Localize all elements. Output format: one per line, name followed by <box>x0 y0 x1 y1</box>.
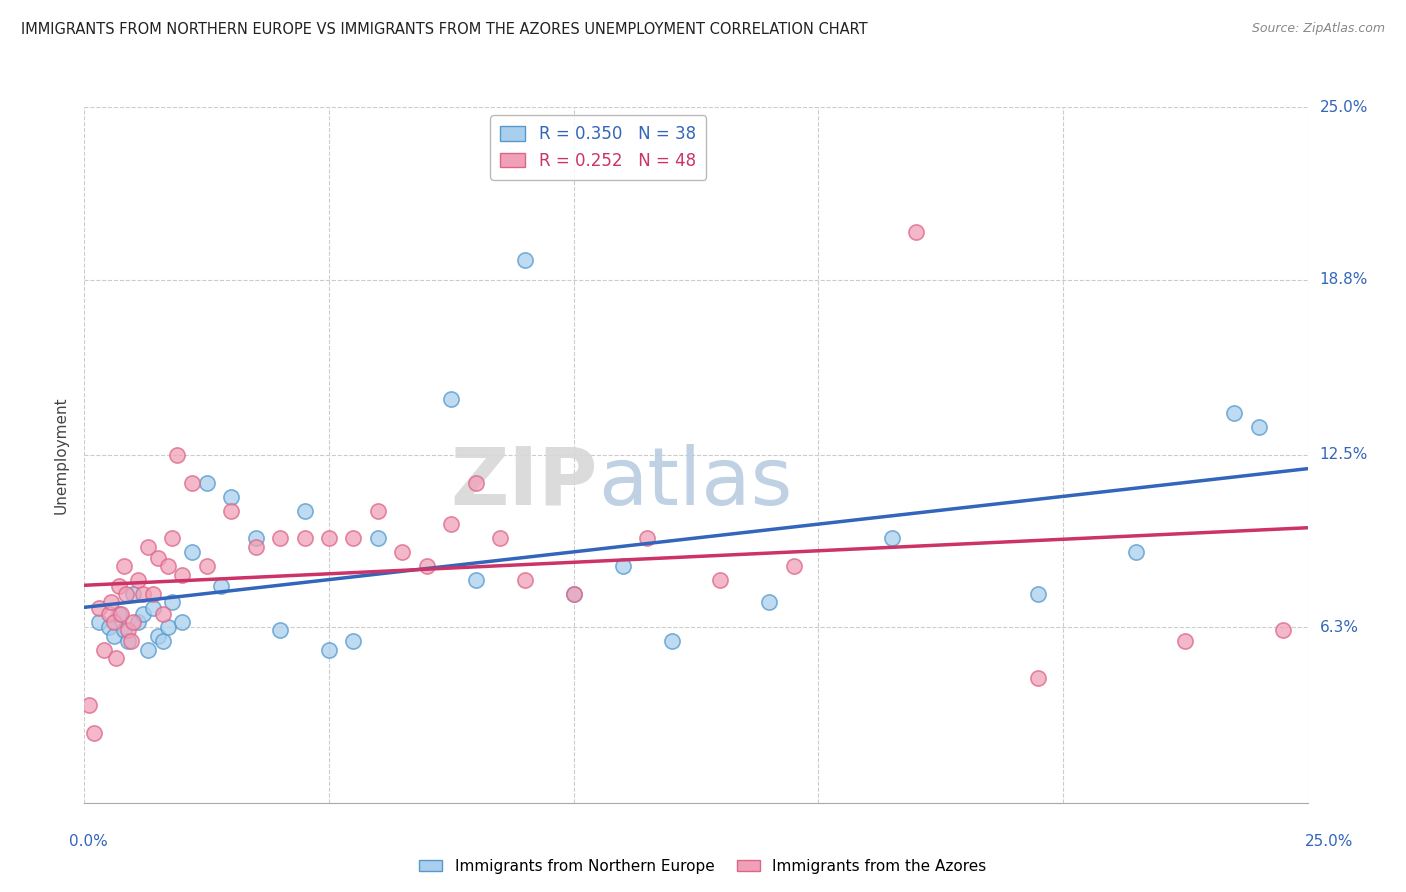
Point <box>132 587 155 601</box>
Point <box>219 490 242 504</box>
Point <box>127 615 149 629</box>
Point <box>152 607 174 621</box>
Point <box>880 532 903 546</box>
Point <box>181 475 204 490</box>
Point <box>122 587 145 601</box>
Point <box>136 642 159 657</box>
Point <box>464 573 486 587</box>
Text: 0.0%: 0.0% <box>69 834 108 849</box>
Point <box>181 545 204 559</box>
Point <box>132 607 155 621</box>
Point <box>612 559 634 574</box>
Text: IMMIGRANTS FROM NORTHERN EUROPE VS IMMIGRANTS FROM THE AZORES UNEMPLOYMENT CORRE: IMMIGRANTS FROM NORTHERN EUROPE VS IMMIG… <box>21 22 868 37</box>
Point <box>156 559 179 574</box>
Point <box>83 726 105 740</box>
Text: Source: ZipAtlas.com: Source: ZipAtlas.com <box>1251 22 1385 36</box>
Point <box>146 550 169 565</box>
Point <box>367 503 389 517</box>
Point <box>107 579 129 593</box>
Text: 6.3%: 6.3% <box>1320 620 1358 635</box>
Point <box>97 607 120 621</box>
Legend: Immigrants from Northern Europe, Immigrants from the Azores: Immigrants from Northern Europe, Immigra… <box>413 853 993 880</box>
Point <box>513 253 536 268</box>
Point <box>562 587 585 601</box>
Point <box>758 595 780 609</box>
Point <box>209 579 232 593</box>
Point <box>318 532 340 546</box>
Text: 25.0%: 25.0% <box>1320 100 1368 114</box>
Point <box>103 615 125 629</box>
Point <box>661 634 683 648</box>
Point <box>1247 420 1270 434</box>
Point <box>905 225 928 239</box>
Point <box>416 559 439 574</box>
Point <box>136 540 159 554</box>
Point <box>245 532 267 546</box>
Point <box>127 573 149 587</box>
Point <box>77 698 100 713</box>
Point <box>115 587 138 601</box>
Point <box>294 532 316 546</box>
Point <box>162 532 184 546</box>
Point <box>166 448 188 462</box>
Point <box>219 503 242 517</box>
Point <box>513 573 536 587</box>
Point <box>156 620 179 634</box>
Point <box>195 559 218 574</box>
Point <box>142 587 165 601</box>
Point <box>342 634 364 648</box>
Point <box>1272 624 1295 638</box>
Point <box>146 629 169 643</box>
Point <box>110 607 132 621</box>
Point <box>122 615 145 629</box>
Point <box>87 601 110 615</box>
Point <box>105 651 128 665</box>
Point <box>152 634 174 648</box>
Point <box>117 634 139 648</box>
Text: 25.0%: 25.0% <box>1305 834 1353 849</box>
Point <box>783 559 806 574</box>
Legend: R = 0.350   N = 38, R = 0.252   N = 48: R = 0.350 N = 38, R = 0.252 N = 48 <box>491 115 706 179</box>
Point <box>318 642 340 657</box>
Point <box>162 595 184 609</box>
Point <box>1174 634 1197 648</box>
Text: 18.8%: 18.8% <box>1320 272 1368 287</box>
Point <box>97 620 120 634</box>
Point <box>100 595 122 609</box>
Point <box>195 475 218 490</box>
Point <box>120 634 142 648</box>
Point <box>112 624 135 638</box>
Point <box>172 615 194 629</box>
Point <box>1028 587 1050 601</box>
Point <box>112 559 135 574</box>
Point <box>562 587 585 601</box>
Point <box>391 545 413 559</box>
Y-axis label: Unemployment: Unemployment <box>53 396 69 514</box>
Point <box>1223 406 1246 420</box>
Text: 12.5%: 12.5% <box>1320 448 1368 462</box>
Point <box>1125 545 1147 559</box>
Point <box>636 532 658 546</box>
Point <box>93 642 115 657</box>
Point <box>117 624 139 638</box>
Text: ZIP: ZIP <box>451 443 598 522</box>
Point <box>489 532 512 546</box>
Point <box>107 607 129 621</box>
Point <box>87 615 110 629</box>
Point <box>440 517 463 532</box>
Point <box>103 629 125 643</box>
Point <box>269 532 291 546</box>
Text: atlas: atlas <box>598 443 793 522</box>
Point <box>1028 671 1050 685</box>
Point <box>464 475 486 490</box>
Point <box>367 532 389 546</box>
Point <box>269 624 291 638</box>
Point <box>342 532 364 546</box>
Point <box>172 567 194 582</box>
Point <box>245 540 267 554</box>
Point <box>294 503 316 517</box>
Point <box>142 601 165 615</box>
Point <box>709 573 731 587</box>
Point <box>440 392 463 407</box>
